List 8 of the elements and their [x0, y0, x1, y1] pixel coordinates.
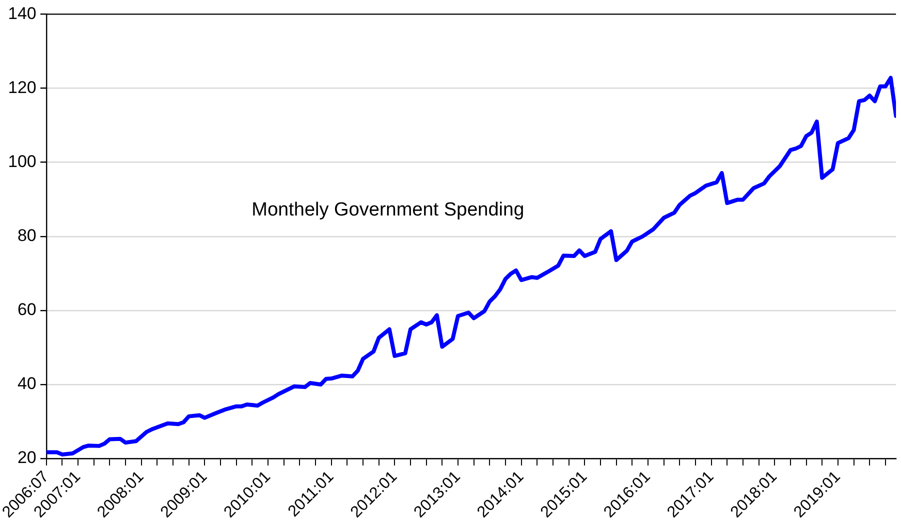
y-tick-label: 60	[17, 300, 36, 320]
annotation: Monthely Government Spending	[252, 199, 524, 220]
y-tick-label: 100	[8, 152, 36, 171]
y-tick-label: 20	[17, 448, 36, 468]
y-tick-label: 40	[17, 374, 36, 394]
y-tick-label: 140	[8, 4, 36, 23]
y-tick-label: 120	[8, 78, 36, 97]
y-tick-label: 80	[17, 226, 36, 246]
